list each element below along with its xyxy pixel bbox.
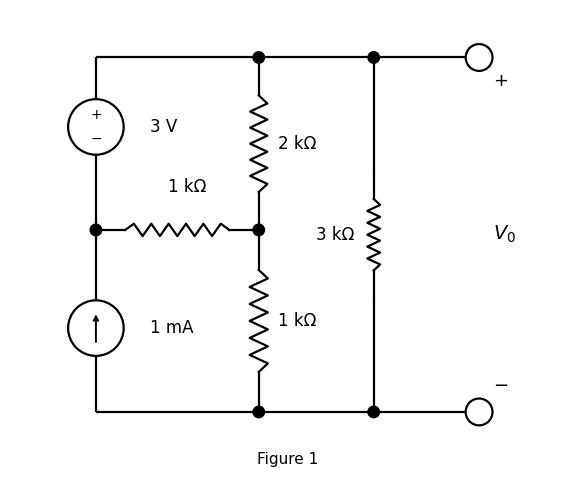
Text: −: − — [90, 132, 102, 146]
Text: 2 kΩ: 2 kΩ — [278, 135, 316, 153]
Text: +: + — [493, 72, 508, 91]
Text: 1 mA: 1 mA — [150, 319, 194, 337]
Circle shape — [253, 406, 264, 418]
Text: 1 kΩ: 1 kΩ — [278, 312, 316, 330]
Text: −: − — [493, 376, 509, 395]
Circle shape — [253, 224, 264, 236]
Text: 1 kΩ: 1 kΩ — [168, 178, 206, 196]
Text: $\it{V}$$_0$: $\it{V}$$_0$ — [493, 224, 517, 245]
Text: 3 V: 3 V — [150, 118, 177, 136]
Text: +: + — [90, 108, 102, 122]
Text: Figure 1: Figure 1 — [257, 452, 318, 467]
Text: 3 kΩ: 3 kΩ — [316, 226, 355, 244]
Circle shape — [253, 52, 264, 63]
Circle shape — [90, 224, 102, 236]
Circle shape — [368, 52, 380, 63]
Circle shape — [368, 406, 380, 418]
